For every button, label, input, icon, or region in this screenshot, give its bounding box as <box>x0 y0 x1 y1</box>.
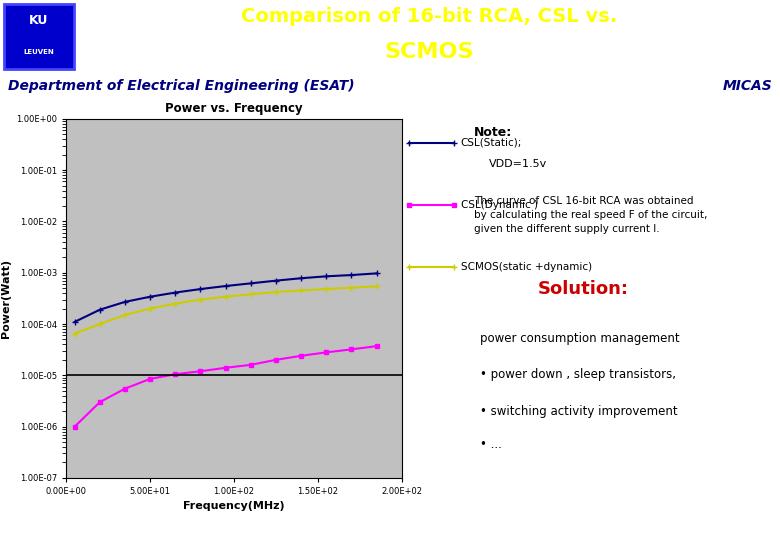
CSL(Static); <box>95 307 105 313</box>
CSL(Static); <box>70 319 80 325</box>
SCMOS(static +dynamic) <box>271 289 281 295</box>
SCMOS(static +dynamic) <box>346 285 356 291</box>
Text: Department of Electrical Engineering (ESAT): Department of Electrical Engineering (ES… <box>8 79 354 93</box>
Text: Note:: Note: <box>474 126 512 139</box>
Line: CSL(Dynamic ): CSL(Dynamic ) <box>73 344 379 429</box>
CSL(Static); <box>321 273 331 280</box>
Text: CSL(Static);: CSL(Static); <box>460 138 522 148</box>
CSL(Dynamic ) <box>321 349 331 356</box>
SCMOS(static +dynamic) <box>70 330 80 337</box>
Line: SCMOS(static +dynamic): SCMOS(static +dynamic) <box>71 283 380 337</box>
CSL(Dynamic ) <box>296 353 306 359</box>
CSL(Static); <box>196 286 205 292</box>
Text: LEUVEN: LEUVEN <box>23 50 55 56</box>
SCMOS(static +dynamic) <box>95 321 105 327</box>
CSL(Static); <box>271 278 281 284</box>
SCMOS(static +dynamic) <box>196 296 205 303</box>
SCMOS(static +dynamic) <box>246 291 255 298</box>
Line: CSL(Static);: CSL(Static); <box>71 270 380 325</box>
CSL(Dynamic ) <box>196 368 205 374</box>
SCMOS(static +dynamic) <box>145 305 154 312</box>
CSL(Dynamic ) <box>221 364 230 371</box>
CSL(Static); <box>346 272 356 278</box>
SCMOS(static +dynamic) <box>171 300 180 307</box>
SCMOS(static +dynamic) <box>321 286 331 292</box>
Text: MICAS: MICAS <box>722 79 772 93</box>
CSL(Static); <box>120 299 129 305</box>
CSL(Static); <box>221 283 230 289</box>
Text: CSL(Dynamic ): CSL(Dynamic ) <box>460 200 537 210</box>
Text: SCMOS(static +dynamic): SCMOS(static +dynamic) <box>460 262 592 272</box>
Text: Comparison of 16-bit RCA, CSL vs.: Comparison of 16-bit RCA, CSL vs. <box>241 6 617 25</box>
Text: • switching activity improvement: • switching activity improvement <box>480 405 678 418</box>
SCMOS(static +dynamic) <box>372 283 381 289</box>
Text: • ...: • ... <box>480 438 502 451</box>
SCMOS(static +dynamic) <box>221 294 230 300</box>
CSL(Dynamic ) <box>271 356 281 363</box>
CSL(Dynamic ) <box>246 362 255 368</box>
CSL(Dynamic ) <box>346 346 356 353</box>
CSL(Dynamic ) <box>171 371 180 377</box>
Text: KU: KU <box>30 14 48 27</box>
Y-axis label: Power(Watt): Power(Watt) <box>1 259 11 338</box>
CSL(Static); <box>145 294 154 300</box>
CSL(Static); <box>171 289 180 296</box>
CSL(Dynamic ) <box>70 423 80 430</box>
SCMOS(static +dynamic) <box>296 287 306 294</box>
X-axis label: Frequency(MHz): Frequency(MHz) <box>183 502 285 511</box>
CSL(Dynamic ) <box>120 386 129 392</box>
FancyBboxPatch shape <box>4 4 74 69</box>
Text: The curve of CSL 16-bit RCA was obtained
by calculating the real speed F of the : The curve of CSL 16-bit RCA was obtained… <box>474 196 707 234</box>
Text: VDD=1.5v: VDD=1.5v <box>489 159 548 169</box>
CSL(Static); <box>246 280 255 287</box>
CSL(Static); <box>296 275 306 281</box>
SCMOS(static +dynamic) <box>120 312 129 318</box>
Text: power consumption management: power consumption management <box>480 332 680 345</box>
Title: Power vs. Frequency: Power vs. Frequency <box>165 102 303 115</box>
CSL(Dynamic ) <box>95 399 105 406</box>
CSL(Dynamic ) <box>372 343 381 349</box>
CSL(Dynamic ) <box>145 376 154 382</box>
Text: Solution:: Solution: <box>538 280 629 299</box>
CSL(Static); <box>372 270 381 276</box>
Text: SCMOS: SCMOS <box>385 43 473 63</box>
Text: • power down , sleep transistors,: • power down , sleep transistors, <box>480 368 676 381</box>
